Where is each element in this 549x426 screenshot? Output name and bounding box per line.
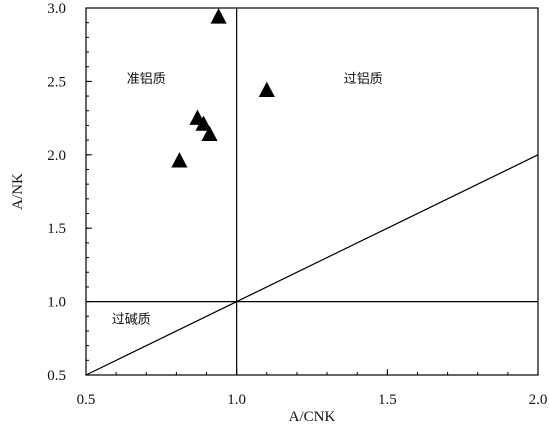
x-axis-title: A/CNK <box>289 409 336 425</box>
region-label: 准铝质 <box>127 72 166 87</box>
boundary-line-diagonal <box>85 154 539 376</box>
x-tick-labels: 0.5 1.0 1.5 2.0 <box>77 392 548 408</box>
data-point-triangle <box>171 152 188 168</box>
y-axis-title: A/NK <box>10 173 26 210</box>
y-tick-labels: 0.5 1.0 1.5 2.0 2.5 3.0 <box>47 1 66 384</box>
x-tick-label: 1.5 <box>378 392 397 408</box>
data-point-triangle <box>201 125 218 142</box>
data-point-triangle <box>195 115 212 131</box>
y-tick-label: 1.5 <box>47 221 66 237</box>
y-tick-label: 2.0 <box>47 148 66 164</box>
minor-ticks <box>85 7 539 376</box>
y-tick-label: 0.5 <box>47 368 66 384</box>
x-tick-label: 1.0 <box>227 392 246 408</box>
region-label: 过碱质 <box>112 313 151 328</box>
major-ticks <box>85 7 539 376</box>
data-point-triangle <box>258 81 275 98</box>
x-tick-label: 0.5 <box>77 392 96 408</box>
y-tick-label: 3.0 <box>47 1 66 17</box>
x-tick-label: 2.0 <box>529 392 548 408</box>
y-tick-label: 2.5 <box>47 74 66 90</box>
data-points <box>171 8 275 168</box>
y-tick-label: 1.0 <box>47 295 66 311</box>
region-label: 过铝质 <box>344 72 383 87</box>
plot-frame <box>85 7 539 376</box>
boundary-lines <box>85 8 539 376</box>
data-point-triangle <box>210 8 227 24</box>
